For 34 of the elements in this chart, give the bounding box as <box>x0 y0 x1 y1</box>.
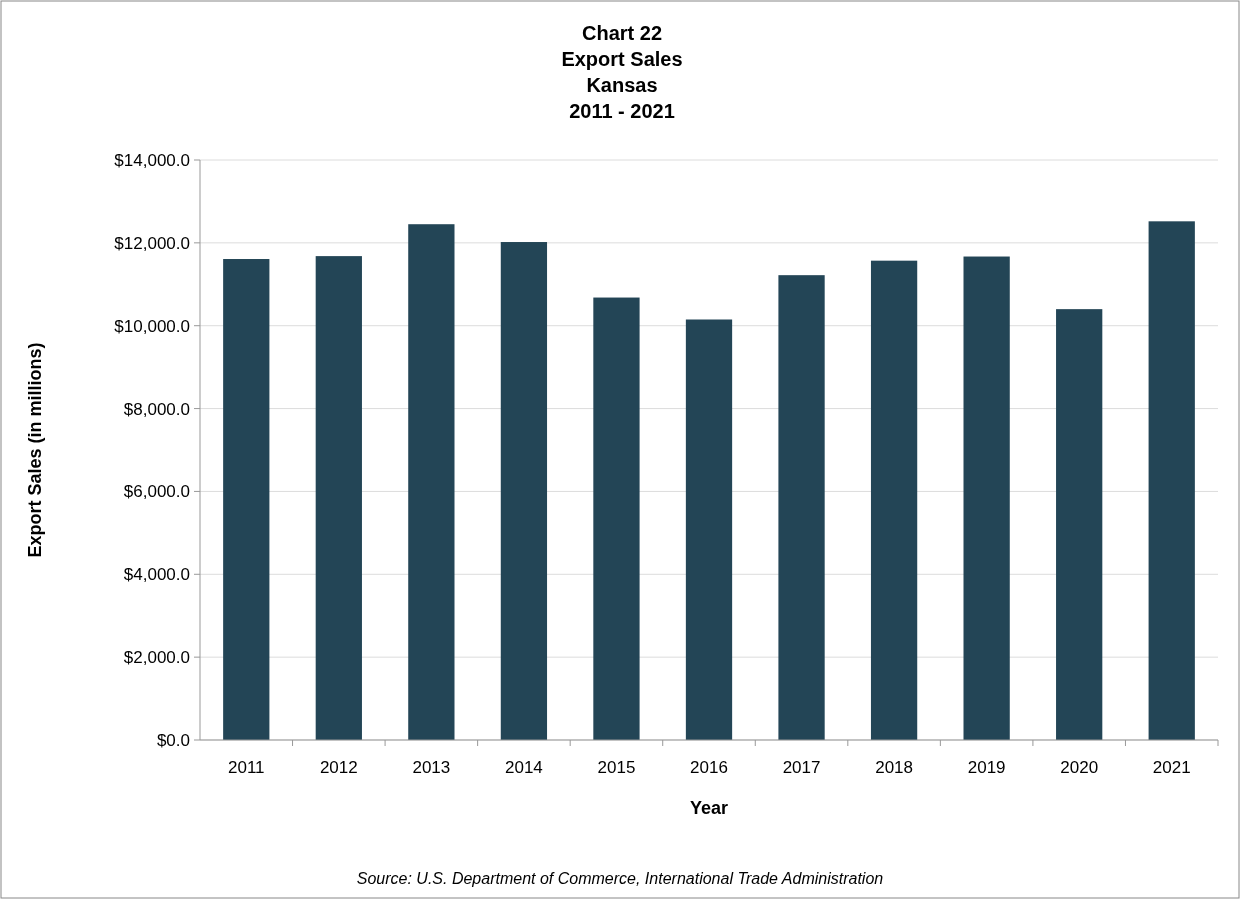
bar <box>1056 309 1103 740</box>
bar <box>408 224 455 740</box>
bar <box>685 319 733 740</box>
bar <box>315 256 362 740</box>
bar <box>963 256 1010 740</box>
x-tick-label: 2020 <box>1060 758 1099 777</box>
bar <box>778 275 825 740</box>
x-tick-label: 2018 <box>875 758 913 777</box>
y-tick-label: $0.0 <box>156 730 190 750</box>
x-tick-label: 2016 <box>690 758 728 777</box>
bar <box>870 260 918 740</box>
source-note: Source: U.S. Department of Commerce, International Trade Administration <box>356 870 884 887</box>
x-tick-label: 2021 <box>1152 758 1191 777</box>
y-tick-label: $12,000.0 <box>114 233 190 253</box>
y-axis-title: Export Sales (in millions) <box>25 342 45 558</box>
x-tick-label: 2014 <box>505 758 543 777</box>
bar <box>593 297 640 740</box>
y-tick-label: $4,000.0 <box>123 565 190 585</box>
chart-title: Chart 22 Export Sales Kansas 2011 - 2021 <box>561 22 683 122</box>
y-tick-label: $8,000.0 <box>123 399 190 419</box>
x-tick-label: 2013 <box>412 758 451 777</box>
bar <box>1148 221 1195 740</box>
x-tick-label: 2015 <box>597 758 636 777</box>
bar <box>500 242 548 740</box>
x-tick-label: 2017 <box>782 758 821 777</box>
y-tick-label: $14,000.0 <box>114 150 190 170</box>
y-tick-label: $2,000.0 <box>123 648 190 668</box>
bar <box>223 259 270 740</box>
x-axis-title: Year <box>689 798 729 818</box>
x-tick-label: 2011 <box>227 758 265 777</box>
y-tick-label: $10,000.0 <box>114 316 190 336</box>
x-tick-label: 2012 <box>319 758 358 777</box>
x-tick-label: 2019 <box>967 758 1006 777</box>
y-tick-label: $6,000.0 <box>123 482 190 502</box>
